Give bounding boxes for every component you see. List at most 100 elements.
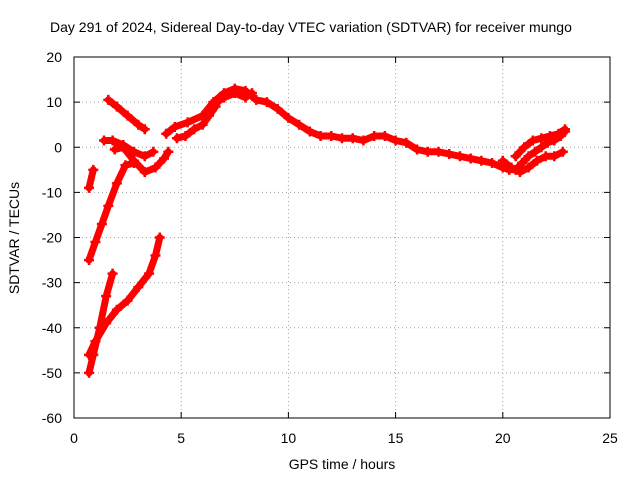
data-point: [536, 142, 547, 153]
data-point: [532, 155, 543, 166]
data-point: [103, 200, 114, 211]
data-point: [94, 322, 105, 333]
data-point: [88, 349, 99, 360]
data-point: [208, 99, 219, 110]
data-point: [326, 130, 337, 141]
data-point: [487, 158, 498, 169]
data-point: [283, 112, 294, 123]
series-segment-0.7: [84, 164, 99, 193]
data-point: [510, 151, 521, 162]
data-point: [315, 130, 326, 141]
data-point: [150, 250, 161, 261]
data-point: [506, 162, 517, 173]
data-point: [219, 92, 230, 103]
series-upper-branch: [510, 124, 570, 162]
data-point: [111, 304, 122, 315]
data-point: [84, 182, 95, 193]
data-point: [246, 88, 257, 99]
y-tick-label: 20: [46, 49, 62, 65]
data-point: [169, 121, 180, 132]
data-point: [90, 237, 101, 248]
data-point: [133, 119, 144, 130]
series-lower-branch: [497, 146, 568, 178]
grid-lines: [74, 57, 610, 418]
series-spike-0.7: [84, 268, 118, 378]
data-series: [84, 83, 570, 378]
data-point: [139, 167, 150, 178]
data-point: [544, 130, 555, 141]
data-point: [197, 110, 208, 121]
data-point: [517, 158, 528, 169]
data-point: [129, 158, 140, 169]
data-point: [133, 282, 144, 293]
data-point: [527, 135, 538, 146]
y-tick-label: 10: [46, 94, 62, 110]
data-point: [358, 135, 369, 146]
data-point: [159, 153, 170, 164]
plot-frame: [73, 56, 611, 419]
series-drop-1.5: [103, 94, 150, 135]
data-point: [122, 110, 133, 121]
data-point: [139, 124, 150, 135]
data-point: [401, 137, 412, 148]
y-tick-label: -20: [42, 230, 62, 246]
data-point: [272, 103, 283, 114]
series-dip-1.5: [109, 142, 174, 178]
y-tick-label: 0: [54, 139, 62, 155]
data-point: [154, 232, 165, 243]
data-point: [337, 133, 347, 144]
data-point: [553, 128, 564, 139]
data-point: [118, 142, 129, 153]
data-point: [379, 130, 390, 141]
data-point: [120, 160, 131, 171]
x-tick-label: 15: [388, 430, 404, 446]
data-point: [182, 117, 193, 128]
data-point: [99, 135, 110, 146]
y-tick-label: -10: [42, 184, 62, 200]
data-point: [261, 97, 272, 108]
data-point: [369, 130, 380, 141]
data-point: [111, 101, 122, 112]
x-tick-label: 10: [281, 430, 297, 446]
data-point: [523, 162, 534, 173]
data-point: [161, 128, 172, 139]
data-point: [240, 92, 251, 103]
data-point: [497, 155, 508, 166]
data-point: [251, 94, 262, 105]
data-point: [101, 291, 112, 302]
data-point: [150, 162, 161, 173]
data-point: [229, 88, 240, 99]
data-point: [84, 367, 95, 378]
data-point: [557, 146, 568, 157]
data-point: [304, 126, 315, 137]
data-point: [96, 218, 107, 229]
data-point: [88, 164, 99, 175]
y-tick-label: -40: [42, 320, 62, 336]
data-point: [122, 295, 133, 306]
data-point: [294, 119, 305, 130]
data-point: [139, 151, 150, 162]
data-point: [465, 153, 476, 164]
data-point: [444, 149, 455, 160]
data-point: [523, 151, 534, 162]
data-point: [84, 255, 95, 266]
data-point: [433, 146, 444, 157]
y-axis-label: SDTVAR / TECUs: [6, 182, 22, 294]
y-tick-label: -60: [42, 410, 62, 426]
data-point: [412, 144, 423, 155]
x-tick-label: 25: [602, 430, 618, 446]
data-point: [107, 135, 118, 146]
axis-ticks: 0 5 10 15 20 25 -60 -50 -40 -30 -20 -10 0 10 20: [42, 49, 618, 446]
x-tick-label: 20: [495, 430, 511, 446]
data-point: [107, 268, 118, 279]
data-point: [519, 142, 530, 153]
x-tick-label: 5: [177, 430, 185, 446]
data-point: [540, 151, 551, 162]
data-point: [347, 133, 358, 144]
data-point: [476, 155, 487, 166]
data-point: [148, 146, 159, 157]
data-point: [163, 146, 174, 157]
x-tick-label: 0: [70, 430, 78, 446]
chart-title: Day 291 of 2024, Sidereal Day-to-day VTE…: [50, 19, 572, 35]
